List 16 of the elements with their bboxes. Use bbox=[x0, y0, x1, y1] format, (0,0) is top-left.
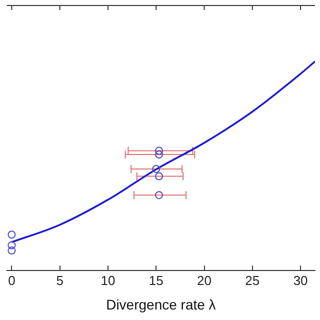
point bbox=[8, 241, 16, 250]
x-tick-label: 10 bbox=[100, 272, 116, 288]
x-tick-label: 25 bbox=[245, 272, 260, 288]
point bbox=[155, 150, 164, 159]
point bbox=[8, 246, 16, 255]
x-tick-label: 30 bbox=[293, 272, 308, 288]
x-tick-label: 0 bbox=[8, 272, 16, 288]
point bbox=[155, 146, 164, 155]
x-tick-label: 20 bbox=[197, 272, 212, 288]
point bbox=[152, 164, 160, 173]
point bbox=[155, 191, 164, 200]
x-tick-label: 15 bbox=[148, 272, 164, 288]
x-tick-label: 5 bbox=[56, 272, 64, 288]
point bbox=[155, 172, 164, 180]
point bbox=[8, 230, 16, 239]
x-axis-title: Divergence rate λ bbox=[106, 296, 216, 312]
